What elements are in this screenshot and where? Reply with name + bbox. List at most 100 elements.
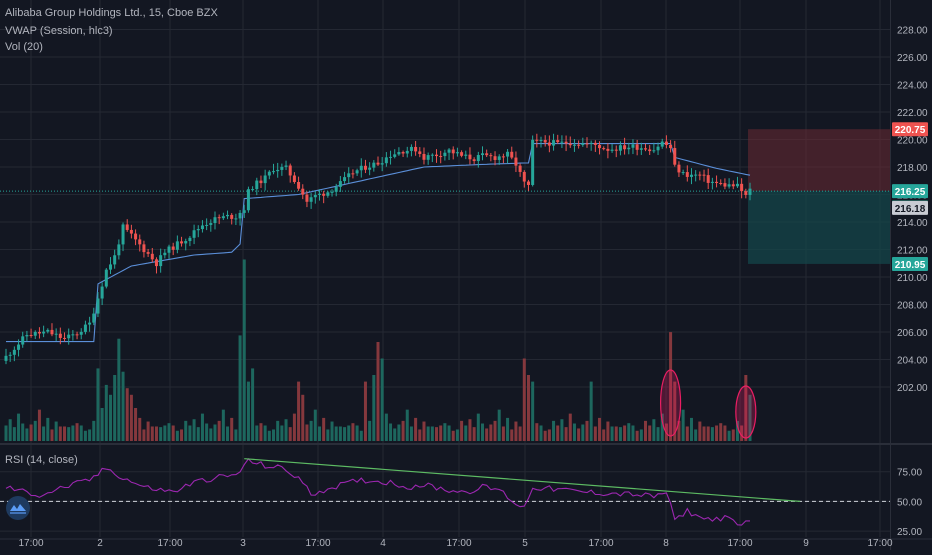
candle-body bbox=[639, 148, 643, 150]
volume-bar bbox=[280, 425, 284, 441]
candle bbox=[506, 148, 510, 164]
candle bbox=[689, 168, 693, 185]
candle-body bbox=[485, 153, 489, 156]
candle bbox=[33, 330, 37, 340]
price-axis-label: 206.00 bbox=[897, 328, 928, 339]
volume-bar bbox=[276, 420, 280, 441]
candle-body bbox=[426, 155, 430, 160]
candle-body bbox=[593, 142, 597, 145]
app-logo-icon[interactable] bbox=[6, 496, 30, 520]
candle-body bbox=[669, 144, 673, 149]
candle bbox=[735, 176, 739, 188]
volume-bar bbox=[572, 423, 576, 441]
vwap-legend[interactable]: VWAP (Session, hlc3) bbox=[5, 25, 113, 37]
candle-body bbox=[635, 144, 639, 150]
volume-bar bbox=[593, 426, 597, 441]
candle bbox=[648, 145, 652, 155]
candle-body bbox=[150, 253, 154, 260]
candle-body bbox=[175, 241, 179, 250]
volume-bar bbox=[426, 426, 430, 441]
candle-body bbox=[401, 152, 405, 154]
volume-bar bbox=[171, 425, 175, 441]
time-axis-label: 17:00 bbox=[588, 538, 613, 549]
candle bbox=[4, 348, 8, 365]
volume-bar bbox=[556, 425, 560, 441]
candle bbox=[230, 213, 234, 225]
candle bbox=[159, 248, 163, 273]
candle-body bbox=[104, 269, 108, 287]
candle-body bbox=[744, 191, 748, 195]
volume-bar bbox=[735, 420, 739, 441]
candle-body bbox=[54, 333, 58, 335]
candle bbox=[313, 191, 317, 204]
volume-bar bbox=[443, 423, 447, 441]
symbol-title[interactable]: Alibaba Group Holdings Ltd., 15, Cboe BZ… bbox=[5, 7, 218, 19]
candle bbox=[104, 268, 108, 289]
volume-bar bbox=[259, 423, 263, 441]
candle-body bbox=[476, 155, 480, 162]
candle-body bbox=[184, 241, 188, 244]
candle-body bbox=[556, 140, 560, 143]
volume-bar bbox=[317, 426, 321, 441]
rsi-legend[interactable]: RSI (14, close) bbox=[5, 454, 78, 466]
candle-body bbox=[330, 191, 334, 193]
volume-bar bbox=[129, 394, 133, 441]
candle bbox=[280, 163, 284, 176]
candle-body bbox=[46, 329, 50, 332]
candle bbox=[518, 163, 522, 177]
candle bbox=[447, 148, 451, 161]
candle bbox=[535, 133, 539, 148]
volume-bar bbox=[514, 421, 518, 441]
candle bbox=[702, 169, 706, 182]
candle bbox=[531, 135, 535, 187]
volume-bar bbox=[539, 425, 543, 441]
volume-bar bbox=[338, 426, 342, 441]
volume-bar bbox=[200, 413, 204, 441]
candle bbox=[585, 137, 589, 148]
volume-bar bbox=[88, 429, 92, 441]
candle bbox=[723, 178, 727, 190]
candle bbox=[715, 175, 719, 188]
volume-bar bbox=[510, 429, 514, 441]
price-axis-label: 212.00 bbox=[897, 246, 928, 257]
candle-body bbox=[234, 218, 238, 220]
volume-bar bbox=[58, 426, 62, 441]
volume-bar bbox=[192, 419, 196, 441]
candle-body bbox=[376, 162, 380, 165]
candle-body bbox=[606, 148, 610, 151]
candle bbox=[355, 168, 359, 176]
candle-body bbox=[564, 141, 568, 144]
candle bbox=[121, 222, 125, 252]
volume-bar bbox=[355, 425, 359, 441]
candle-body bbox=[719, 183, 723, 185]
candle bbox=[472, 157, 476, 165]
time-axis-label: 5 bbox=[522, 538, 528, 549]
candle bbox=[163, 249, 167, 259]
volume-bar bbox=[715, 425, 719, 441]
candle bbox=[347, 167, 351, 184]
candle-body bbox=[372, 162, 376, 168]
volume-legend[interactable]: Vol (20) bbox=[5, 41, 43, 53]
candle bbox=[246, 186, 250, 213]
volume-bar bbox=[384, 413, 388, 441]
volume-bar bbox=[694, 429, 698, 441]
candle-body bbox=[656, 146, 660, 151]
volume-bar bbox=[677, 420, 681, 441]
volume-bar bbox=[476, 413, 480, 441]
candle bbox=[598, 141, 602, 155]
candle bbox=[409, 144, 413, 157]
candle-body bbox=[602, 148, 606, 150]
candle bbox=[71, 330, 75, 341]
candle-body bbox=[259, 180, 263, 184]
candle bbox=[322, 190, 326, 204]
candle bbox=[221, 212, 225, 221]
target-price-badge-text: 210.95 bbox=[895, 260, 926, 271]
volume-bar bbox=[209, 428, 213, 441]
price-axis-label: 202.00 bbox=[897, 383, 928, 394]
volume-bar bbox=[175, 430, 179, 441]
candle-body bbox=[422, 153, 426, 160]
candles bbox=[4, 133, 752, 365]
candle-body bbox=[652, 150, 656, 152]
